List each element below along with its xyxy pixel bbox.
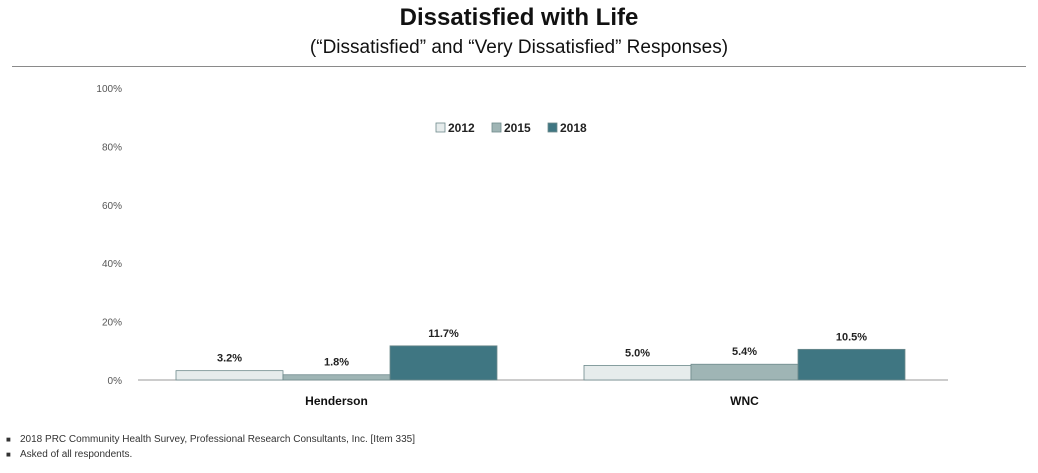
- category-label: Henderson: [305, 394, 368, 408]
- bar-2015-henderson: [282, 374, 391, 381]
- y-tick-label: 0%: [108, 376, 123, 387]
- data-label: 5.4%: [732, 346, 757, 358]
- data-label: 3.2%: [217, 353, 242, 365]
- footnote-source: ■ 2018 PRC Community Health Survey, Prof…: [6, 432, 415, 447]
- title-divider: [12, 66, 1026, 67]
- chart-title: Dissatisfied with Life: [399, 4, 639, 31]
- legend-label: 2012: [448, 121, 475, 135]
- data-label: 10.5%: [836, 331, 867, 343]
- category-label: WNC: [730, 394, 759, 408]
- legend-swatch-2018: [547, 122, 558, 133]
- legend-swatch-2012: [435, 122, 446, 133]
- legend-label: 2018: [560, 121, 587, 135]
- data-label: 1.8%: [324, 357, 349, 369]
- footnotes: ■ 2018 PRC Community Health Survey, Prof…: [6, 432, 415, 462]
- chart-subtitle: (“Dissatisfied” and “Very Dissatisfied” …: [309, 37, 729, 58]
- footnote-text: 2018 PRC Community Health Survey, Profes…: [20, 434, 415, 445]
- bar-2018-wnc: [797, 348, 906, 381]
- data-label: 5.0%: [625, 347, 650, 359]
- bullet-icon: ■: [6, 450, 11, 459]
- legend-swatch-2015: [491, 122, 502, 133]
- footnote-respondents: ■ Asked of all respondents.: [6, 447, 415, 462]
- bar-2012-wnc: [583, 364, 692, 381]
- footnote-text: Asked of all respondents.: [20, 449, 133, 460]
- y-tick-label: 40%: [102, 259, 122, 270]
- bullet-icon: ■: [6, 435, 11, 444]
- data-label: 11.7%: [428, 328, 459, 340]
- y-tick-label: 60%: [102, 201, 122, 212]
- y-tick-label: 80%: [102, 142, 122, 153]
- bar-2015-wnc: [690, 363, 799, 381]
- bar-2018-henderson: [389, 345, 498, 381]
- y-tick-label: 100%: [96, 84, 122, 95]
- bar-chart: 0% 20% 40% 60% 80% 100% 3.2% 1.8% 11.7% 5.0% 5.4% 1…: [96, 84, 948, 408]
- legend-label: 2015: [504, 121, 531, 135]
- y-tick-label: 20%: [102, 318, 122, 329]
- bar-2012-henderson: [175, 370, 284, 381]
